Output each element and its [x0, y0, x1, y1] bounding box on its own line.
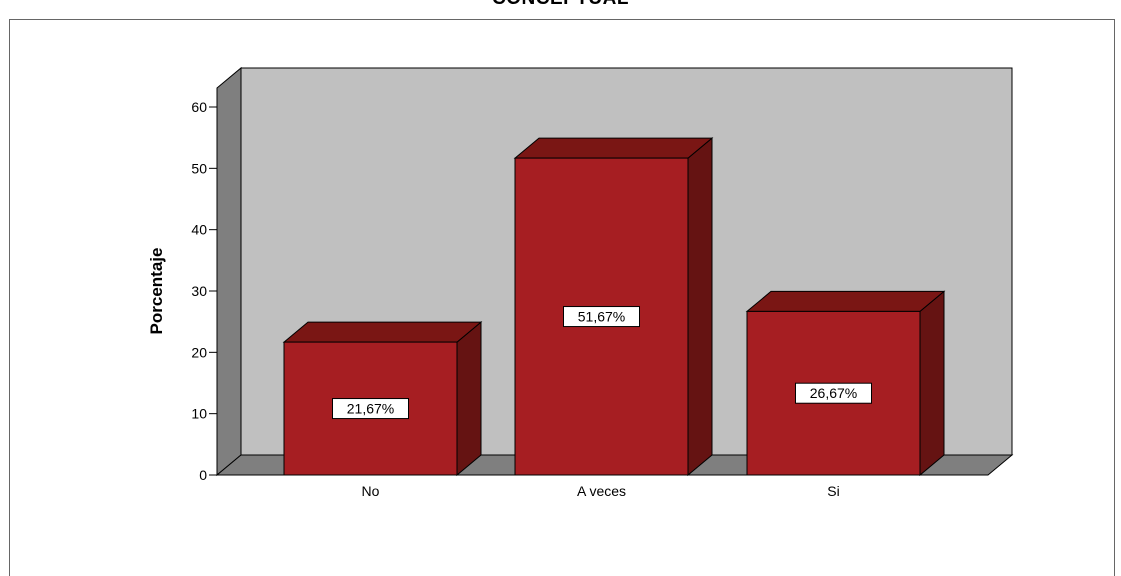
data-label: 21,67%	[332, 398, 409, 420]
bar-si: 26,67%	[745, 290, 946, 477]
x-axis-labels: No A veces Si	[362, 483, 840, 499]
bar-top	[513, 137, 714, 159]
x-tick-label: A veces	[577, 483, 626, 499]
data-label: 26,67%	[795, 382, 872, 404]
bar-side	[687, 137, 713, 477]
data-label-box	[795, 382, 872, 404]
bar-top	[282, 321, 483, 343]
y-tick-label: 60	[191, 99, 207, 115]
bar-top	[745, 290, 946, 312]
y-tick-label: 30	[191, 283, 207, 299]
y-tick-label: 20	[191, 344, 207, 360]
bar-side	[919, 290, 945, 477]
data-label-box	[332, 398, 409, 420]
data-label-text: 21,67%	[347, 401, 394, 417]
data-label: 51,67%	[563, 306, 640, 328]
data-label-text: 51,67%	[578, 309, 625, 325]
y-axis-label-group: Porcentaje	[147, 248, 166, 335]
bar-no: 21,67%	[282, 321, 483, 477]
bar-a-veces: 51,67%	[513, 137, 714, 477]
data-label-text: 26,67%	[810, 385, 857, 401]
y-tick-label: 0	[199, 467, 207, 483]
y-tick-label: 50	[191, 160, 207, 176]
x-tick-label: Si	[827, 483, 839, 499]
side-wall	[216, 66, 242, 477]
chart-frame	[9, 19, 1115, 576]
y-axis-label: Porcentaje	[147, 248, 166, 335]
chart-title: CONCEPTUAL	[0, 0, 1121, 10]
y-tick-label: 10	[191, 406, 207, 422]
data-label-box	[563, 306, 640, 328]
y-tick-label: 40	[191, 222, 207, 238]
x-tick-label: No	[362, 483, 380, 499]
bars-group: 21,67% 51,67% 26,67%	[282, 137, 946, 477]
y-axis: 0 10 20 30 40 50 60	[191, 99, 218, 483]
bar-side	[456, 321, 482, 477]
